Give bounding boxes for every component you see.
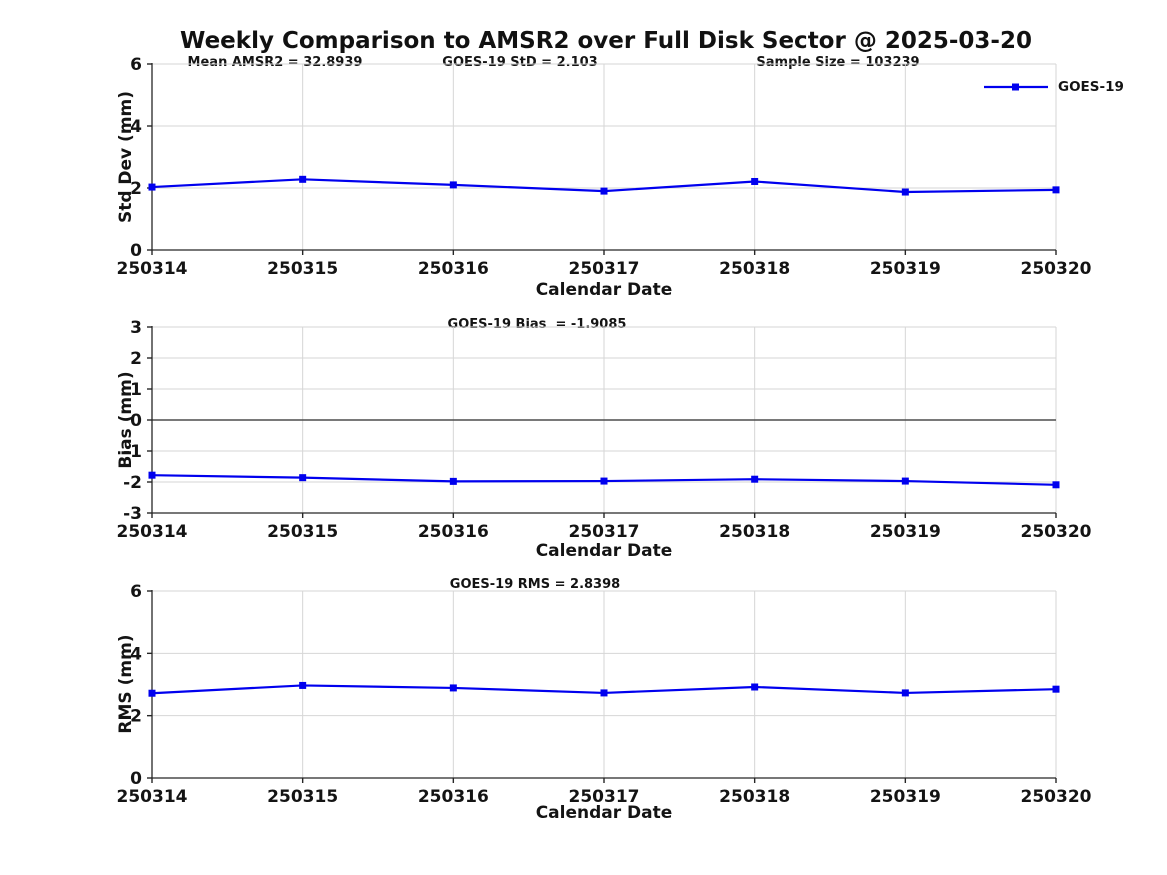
data-point-marker (600, 477, 608, 485)
y-tick-label: 3 (130, 318, 142, 338)
legend: GOES-19 (983, 79, 1124, 95)
data-point-marker (751, 683, 759, 691)
bias-plot: 250314 250315 250316 250317 250318 250319 2503… (117, 318, 1092, 542)
chart-title: Weekly Comparison to AMSR2 over Full Dis… (180, 28, 1032, 54)
data-point-marker (901, 689, 909, 697)
calendar-date-label-middle: Calendar Date (535, 541, 673, 561)
data-point-marker (901, 477, 909, 485)
x-tick-label: 250317 (569, 787, 640, 807)
calendar-date-label-bottom: Calendar Date (535, 803, 673, 823)
goes19-rms-annotation: GOES-19 RMS = 2.8398 (449, 577, 621, 592)
data-point-marker (600, 187, 608, 195)
stddev-plot: 250314 250315 250316 250317 250318 250319 2503… (117, 55, 1092, 279)
x-tick-label: 250320 (1021, 259, 1092, 279)
y-tick-label: -2 (123, 473, 142, 493)
legend-label: GOES-19 (1058, 79, 1124, 95)
y-tick-label: 6 (130, 582, 142, 602)
data-point-marker (299, 681, 307, 689)
x-tick-label: 250319 (870, 787, 941, 807)
data-point-marker (751, 177, 759, 185)
x-tick-label: 250318 (719, 522, 790, 542)
data-point-marker (299, 175, 307, 183)
x-tick-label: 250316 (418, 522, 489, 542)
data-point-marker (299, 474, 307, 482)
data-point-marker (1052, 481, 1060, 489)
sample-size-annotation: Sample Size = 103239 (756, 55, 920, 70)
x-tick-label: 250317 (569, 522, 640, 542)
x-tick-label: 250320 (1021, 522, 1092, 542)
legend-marker (1012, 83, 1019, 91)
goes19-bias-annotation: GOES-19 Bias = -1.9085 (447, 317, 627, 332)
data-point-marker (148, 183, 156, 191)
x-tick-label: 250314 (117, 787, 188, 807)
data-point-marker (751, 475, 759, 483)
mean-amsr2-annotation: Mean AMSR2 = 32.8939 (187, 55, 363, 70)
data-point-marker (901, 188, 909, 196)
data-point-marker (449, 684, 457, 692)
data-point-marker (449, 477, 457, 485)
x-tick-label: 250315 (267, 522, 338, 542)
y-tick-label: 0 (130, 241, 142, 261)
y-tick-label: 2 (130, 707, 142, 727)
y-tick-label: 0 (130, 411, 142, 431)
x-tick-label: 250320 (1021, 787, 1092, 807)
y-tick-label: 6 (130, 55, 142, 75)
x-tick-label: 250318 (719, 259, 790, 279)
y-tick-label: 1 (130, 380, 142, 400)
x-tick-label: 250314 (117, 522, 188, 542)
data-point-marker (148, 471, 156, 479)
x-tick-label: 250315 (267, 787, 338, 807)
y-tick-label: 0 (130, 769, 142, 789)
x-tick-label: 250319 (870, 522, 941, 542)
legend-line-icon (984, 83, 1048, 91)
data-point-marker (1052, 685, 1060, 693)
y-tick-label: 4 (130, 117, 142, 137)
data-point-marker (1052, 186, 1060, 194)
x-tick-label: 250318 (719, 787, 790, 807)
y-tick-label: -3 (123, 504, 142, 524)
data-point-marker (148, 689, 156, 697)
y-tick-label: -1 (123, 442, 142, 462)
data-point-marker (600, 689, 608, 697)
x-tick-label: 250316 (418, 787, 489, 807)
y-tick-label: 2 (130, 349, 142, 369)
calendar-date-label-top: Calendar Date (535, 280, 673, 300)
x-tick-label: 250319 (870, 259, 941, 279)
data-point-marker (449, 181, 457, 189)
goes19-std-annotation: GOES-19 StD = 2.103 (442, 55, 598, 70)
x-tick-label: 250317 (569, 259, 640, 279)
x-tick-label: 250314 (117, 259, 188, 279)
rms-plot: 250314 250315 250316 250317 250318 250319 2503… (117, 582, 1092, 807)
y-tick-label: 2 (130, 179, 142, 199)
x-tick-label: 250316 (418, 259, 489, 279)
x-tick-label: 250315 (267, 259, 338, 279)
y-tick-label: 4 (130, 644, 142, 664)
